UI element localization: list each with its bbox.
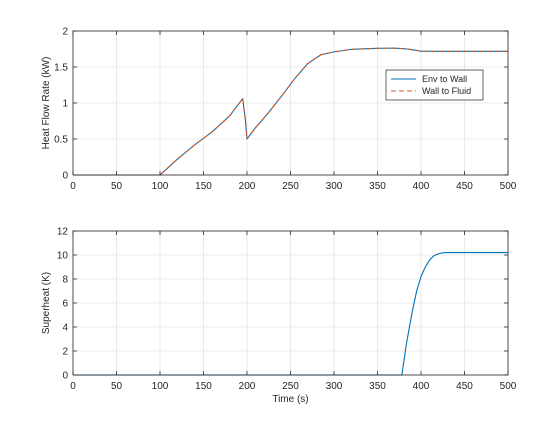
x-tick-label: 350 xyxy=(369,181,386,192)
chart-2: 0 50 100 150 200 250 300 350 400 450 500 0 2 4 6 8 10 12 S… xyxy=(41,227,517,406)
x-tick-label: 150 xyxy=(195,181,212,192)
chart-1: 0 50 100 150 200 250 300 350 400 450 500 0 0.5 1 1.5 2 H… xyxy=(41,27,517,193)
x-tick-label: 250 xyxy=(282,181,299,192)
x-tick-label: 200 xyxy=(239,381,256,392)
x-axis-label: Time (s) xyxy=(272,394,308,405)
y-tick-label: 2 xyxy=(62,347,68,358)
y-tick-label: 4 xyxy=(62,323,68,334)
x-tick-label: 300 xyxy=(326,181,343,192)
y-tick-label: 0 xyxy=(62,171,68,182)
legend: Env to Wall Wall to Fluid xyxy=(385,69,484,101)
x-tick-label: 400 xyxy=(413,181,430,192)
x-tick-label: 250 xyxy=(282,381,299,392)
x-tick-label: 300 xyxy=(326,381,343,392)
x-tick-label: 350 xyxy=(369,381,386,392)
x-tick-label: 50 xyxy=(111,381,123,392)
series-line-1 xyxy=(73,252,508,376)
legend-label-2: Wall to Fluid xyxy=(422,86,471,96)
x-tick-label: 400 xyxy=(413,381,430,392)
x-tick-label: 100 xyxy=(152,381,169,392)
legend-box xyxy=(385,69,484,101)
x-tick-label: 500 xyxy=(500,381,517,392)
x-tick-label: 450 xyxy=(456,181,473,192)
y-tick-label: 2 xyxy=(62,27,68,38)
y-tick-label: 0.5 xyxy=(54,135,68,146)
y-tick-label: 1.5 xyxy=(54,63,68,74)
x-tick-label: 150 xyxy=(195,381,212,392)
y-tick-label: 12 xyxy=(57,227,69,238)
y-axis-label: Heat Flow Rate (kW) xyxy=(41,57,52,150)
x-tick-label: 100 xyxy=(152,181,169,192)
x-tick-label: 200 xyxy=(239,181,256,192)
x-tick-label: 0 xyxy=(70,181,76,192)
y-tick-label: 1 xyxy=(62,99,68,110)
y-tick-label: 10 xyxy=(57,251,69,262)
y-axis-label: Superheat (K) xyxy=(41,272,52,334)
legend-label-1: Env to Wall xyxy=(422,74,467,84)
x-tick-label: 500 xyxy=(500,181,517,192)
x-tick-label: 50 xyxy=(111,181,123,192)
y-tick-label: 8 xyxy=(62,275,68,286)
y-tick-label: 6 xyxy=(62,299,68,310)
x-tick-label: 0 xyxy=(70,381,76,392)
x-tick-label: 450 xyxy=(456,381,473,392)
y-tick-label: 0 xyxy=(62,371,68,382)
series-line-2 xyxy=(73,47,508,176)
